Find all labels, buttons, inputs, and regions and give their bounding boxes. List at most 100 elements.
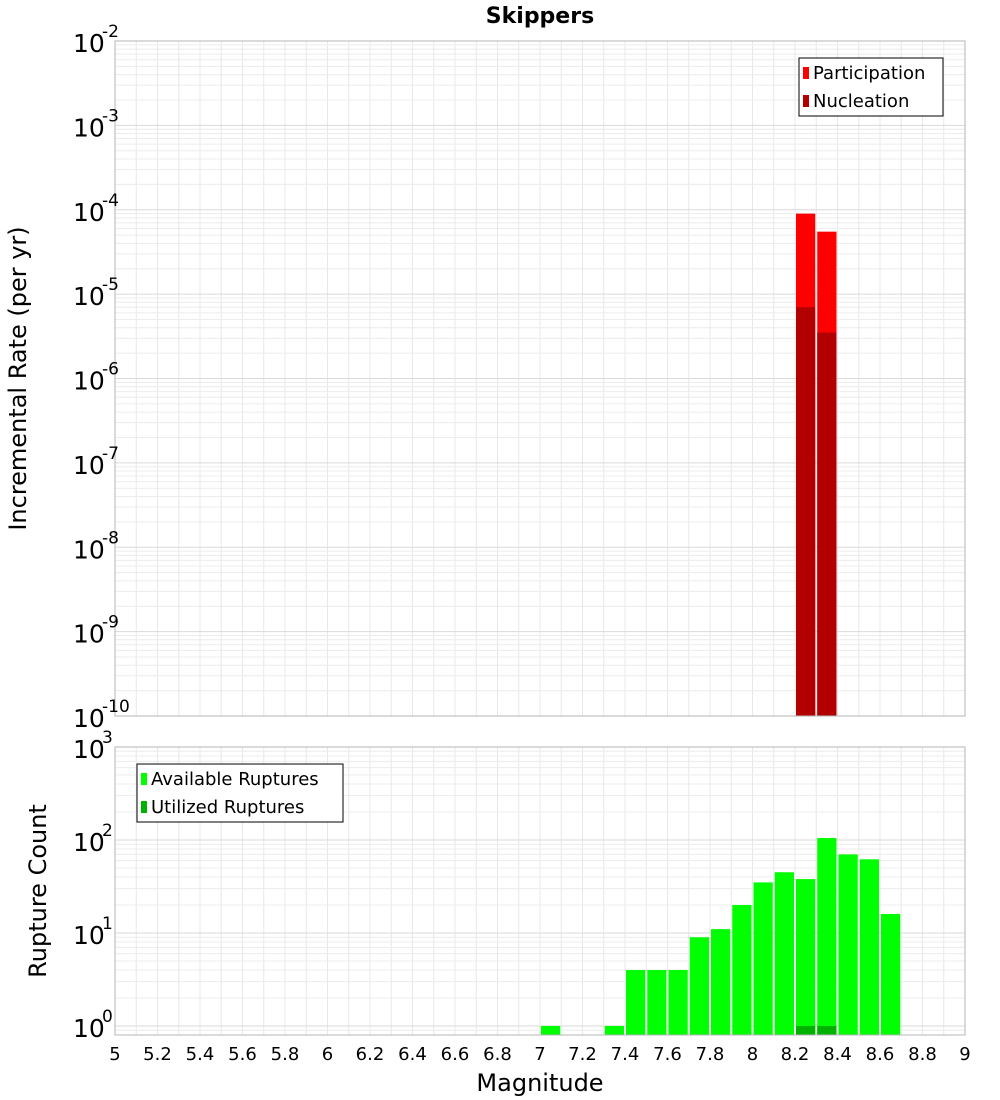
- x-tick-label: 7: [534, 1044, 545, 1065]
- bar: [541, 1025, 561, 1035]
- bar: [626, 969, 646, 1035]
- x-tick-label: 6: [322, 1044, 333, 1065]
- y-tick-exponent: 0: [102, 1007, 113, 1027]
- y-tick-base: 10: [73, 828, 105, 857]
- x-tick-label: 8: [747, 1044, 758, 1065]
- x-tick-label: 6.4: [398, 1044, 427, 1065]
- y-tick-label: 10-10: [73, 697, 130, 733]
- y-tick-label: 103: [73, 728, 113, 764]
- bar: [881, 914, 901, 1035]
- x-tick-label: 5.6: [228, 1044, 257, 1065]
- bar: [647, 969, 667, 1035]
- plot-frame: [114, 746, 966, 1036]
- y-tick-label: 10-2: [73, 22, 119, 58]
- y-tick-base: 10: [73, 921, 105, 950]
- x-tick-label: 7.2: [568, 1044, 597, 1065]
- legend-swatch: [141, 801, 147, 813]
- legend-swatch: [141, 773, 147, 785]
- y-tick-base: 10: [73, 198, 105, 227]
- x-tick-label: 5: [109, 1044, 120, 1065]
- bar: [796, 1025, 816, 1035]
- y-tick-exponent: -7: [102, 444, 119, 464]
- bar: [838, 854, 858, 1035]
- bar: [796, 307, 816, 716]
- bar: [817, 1025, 837, 1035]
- y-tick-exponent: -6: [102, 360, 119, 380]
- y-tick-exponent: -9: [102, 613, 119, 633]
- bar: [732, 904, 752, 1035]
- series-nucleation: [796, 307, 837, 716]
- y-tick-base: 10: [73, 735, 105, 764]
- y-tick-exponent: -2: [102, 22, 119, 42]
- y-tick-exponent: 2: [102, 821, 113, 841]
- y-tick-label: 102: [73, 821, 113, 857]
- bar: [668, 969, 688, 1035]
- y-tick-label: 10-7: [73, 444, 119, 480]
- legend-label: Available Ruptures: [151, 769, 319, 790]
- y-tick-exponent: -3: [102, 106, 119, 126]
- bar: [753, 882, 773, 1035]
- x-tick-label: 5.2: [143, 1044, 172, 1065]
- y-tick-label: 10-9: [73, 613, 119, 649]
- y-tick-base: 10: [73, 620, 105, 649]
- legend-label: Participation: [813, 63, 925, 84]
- x-tick-label: 6.2: [356, 1044, 385, 1065]
- x-tick-label: 5.8: [271, 1044, 300, 1065]
- y-tick-base: 10: [73, 367, 105, 396]
- y-tick-label: 10-6: [73, 360, 119, 396]
- y-tick-base: 10: [73, 282, 105, 311]
- y-axis-label: Incremental Rate (per yr): [4, 226, 32, 530]
- chart-title: Skippers: [486, 4, 594, 29]
- legend-swatch: [803, 67, 809, 79]
- legend-swatch: [803, 95, 809, 107]
- y-tick-exponent: 1: [102, 914, 113, 934]
- y-tick-label: 101: [73, 914, 113, 950]
- series-utilized-ruptures: [796, 1025, 837, 1035]
- bar: [711, 929, 731, 1035]
- y-tick-base: 10: [73, 1014, 105, 1043]
- y-tick-base: 10: [73, 29, 105, 58]
- grid-0: [114, 40, 966, 717]
- y-tick-exponent: -10: [102, 697, 130, 717]
- legend: Participation Nucleation: [798, 57, 944, 117]
- y-axis-label: Rupture Count: [24, 804, 52, 978]
- x-tick-label: 8.4: [823, 1044, 852, 1065]
- legend-box: [798, 57, 944, 117]
- bar: [604, 1025, 624, 1035]
- y-tick-label: 10-5: [73, 275, 119, 311]
- y-tick-base: 10: [73, 535, 105, 564]
- y-tick-base: 10: [73, 451, 105, 480]
- plot-frame: [114, 40, 966, 717]
- legend: Available Ruptures Utilized Ruptures: [136, 763, 344, 823]
- bar: [817, 332, 837, 716]
- legend-box: [136, 763, 344, 823]
- x-tick-label: 6.8: [483, 1044, 512, 1065]
- y-tick-exponent: -8: [102, 528, 119, 548]
- x-tick-label: 7.6: [653, 1044, 682, 1065]
- x-tick-label: 6.6: [441, 1044, 470, 1065]
- series-available-ruptures: [541, 838, 901, 1035]
- x-tick-label: 8.8: [908, 1044, 937, 1065]
- y-tick-label: 10-3: [73, 106, 119, 142]
- x-tick-label: 5.4: [186, 1044, 215, 1065]
- y-tick-base: 10: [73, 113, 105, 142]
- y-tick-exponent: -4: [102, 191, 119, 211]
- x-axis-label: Magnitude: [476, 1069, 603, 1097]
- x-tick-label: 9: [959, 1044, 970, 1065]
- y-tick-label: 10-4: [73, 191, 119, 227]
- bar: [689, 937, 709, 1035]
- x-tick-label: 8.6: [866, 1044, 895, 1065]
- y-tick-exponent: -5: [102, 275, 119, 295]
- x-tick-label: 7.4: [611, 1044, 640, 1065]
- plot-0: 10-1010-910-810-710-610-510-410-310-2Inc…: [4, 4, 966, 733]
- y-tick-exponent: 3: [102, 728, 113, 748]
- bar: [774, 872, 794, 1035]
- bar: [817, 838, 837, 1035]
- legend-label: Nucleation: [813, 91, 909, 112]
- y-tick-label: 10-8: [73, 528, 119, 564]
- bar: [859, 859, 879, 1035]
- y-tick-label: 100: [73, 1007, 113, 1043]
- bar: [796, 879, 816, 1035]
- y-tick-base: 10: [73, 704, 105, 733]
